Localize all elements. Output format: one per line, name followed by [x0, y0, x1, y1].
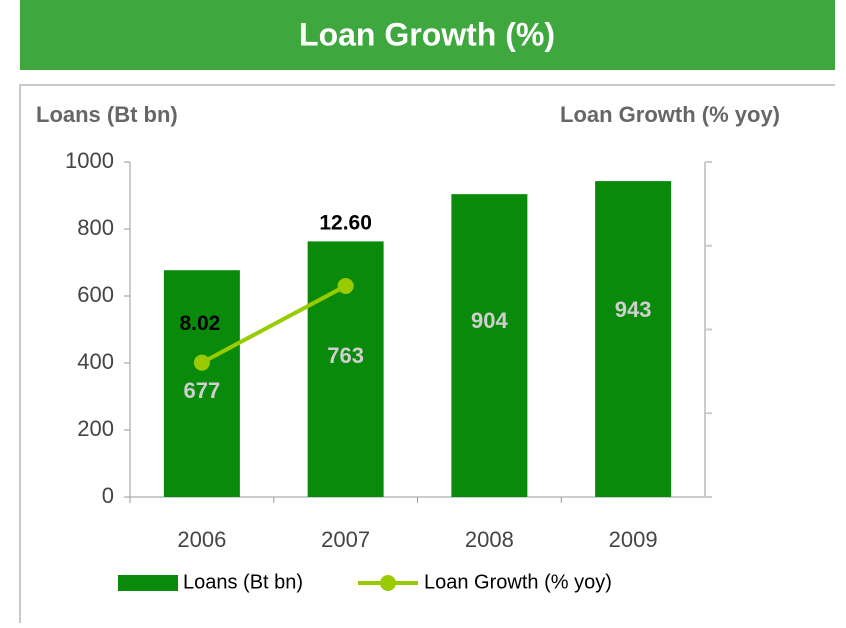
y2-axis-title: Loan Growth (% yoy) [560, 102, 780, 127]
x-tick-label: 2006 [177, 527, 226, 552]
bar-value-label: 904 [471, 308, 508, 333]
bar-value-label: 943 [615, 297, 652, 322]
y-axis-title: Loans (Bt bn) [36, 102, 178, 127]
x-tick-label: 2007 [321, 527, 370, 552]
legend-label: Loan Growth (% yoy) [424, 571, 612, 593]
y-tick-label: 600 [77, 282, 114, 307]
y-tick-label: 0 [102, 483, 114, 508]
line-point [193, 354, 210, 371]
x-tick-label: 2008 [465, 527, 514, 552]
legend-swatch [380, 575, 396, 591]
title-banner [20, 0, 835, 70]
y-tick-label: 1000 [65, 148, 114, 173]
bar-value-label: 763 [327, 343, 364, 368]
legend-label: Loans (Bt bn) [183, 571, 303, 593]
line-point [337, 277, 354, 294]
legend-swatch [118, 575, 178, 591]
y-tick-label: 200 [77, 416, 114, 441]
line [200, 284, 347, 365]
y-tick-label: 400 [77, 349, 114, 374]
bar-value-label: 677 [184, 378, 221, 403]
bar [451, 194, 528, 497]
x-tick-label: 2009 [609, 527, 658, 552]
line-value-label: 8.02 [179, 312, 220, 335]
y-tick-label: 800 [77, 215, 114, 240]
chart-title: Loan Growth (%) [299, 16, 555, 52]
bar [595, 181, 672, 497]
panel-border [19, 84, 835, 623]
line-value-label: 12.60 [319, 211, 372, 234]
bar [163, 270, 240, 497]
